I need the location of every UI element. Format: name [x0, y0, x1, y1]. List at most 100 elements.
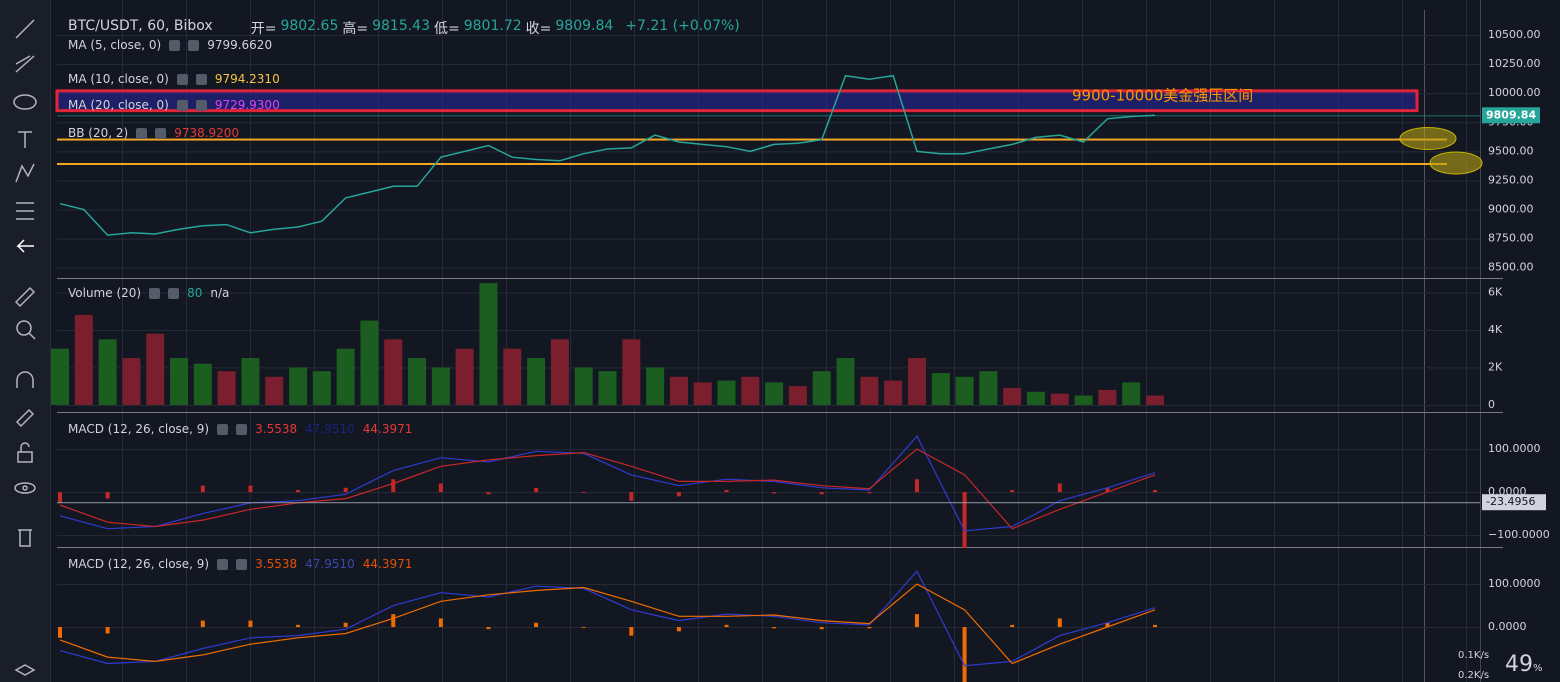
histogram-bar [534, 487, 539, 493]
indicator-value: 9729.9300 [214, 98, 280, 112]
volume-bar [860, 376, 879, 405]
icon [236, 558, 248, 570]
histogram-bar [200, 620, 205, 628]
indicator-value: 9799.6620 [207, 38, 273, 52]
grid-line [57, 35, 1480, 37]
percent: 49 [1505, 652, 1533, 677]
last-tag [1482, 494, 1546, 511]
v-grid [506, 0, 507, 682]
v-grid [890, 0, 891, 682]
low: 9801.72 [463, 18, 522, 34]
histogram-bar [438, 483, 443, 493]
y-tick-label: 10250.00 [1488, 57, 1541, 70]
series-line [59, 448, 1156, 530]
volume-bar [146, 333, 165, 405]
volume-bar [527, 358, 546, 405]
volume-bar [1098, 389, 1117, 405]
histogram-bar [819, 627, 824, 630]
v-grid [1338, 0, 1339, 682]
series-line [59, 74, 1156, 236]
volume-bar [574, 367, 593, 405]
icon [168, 287, 180, 299]
histogram-bar [676, 627, 681, 632]
indicator-legend: MACD (12, 26, close, 9) 3.5538 47.9510 44.3… [68, 557, 412, 571]
volume-bar [74, 314, 93, 405]
grid-line [57, 64, 1480, 66]
annotation: 9900-10000美金强压区间 [1072, 86, 1253, 104]
toolbar [0, 0, 51, 682]
symbol-header: BTC/USDT, 60, Bibox 开= 9802.65 高= 9815.43 … [68, 18, 740, 38]
volume-bar [1050, 393, 1069, 405]
icon [149, 287, 161, 299]
indicator-legend: MACD (12, 26, close, 9) 3.5538 47.9510 44.3… [68, 422, 412, 436]
indicator-value: 47.9510 [305, 422, 355, 436]
series-line [59, 435, 1156, 532]
icon [176, 73, 188, 85]
volume-bar [765, 382, 784, 405]
indicator-name: MACD (12, 26, close, 9) [68, 422, 210, 436]
volume-bar [360, 320, 379, 405]
histogram-bar [914, 614, 919, 628]
indicator-value: 80 [187, 286, 203, 300]
y-tick-label: 4K [1488, 323, 1503, 336]
volume-bar [408, 358, 427, 405]
histogram-bar [962, 627, 967, 682]
histogram-bar [391, 479, 396, 493]
y-tick-label: 2K [1488, 360, 1503, 373]
volume-bar [98, 339, 117, 405]
histogram-bar [1105, 622, 1110, 628]
pane-sep [57, 278, 1503, 279]
v-grid [1210, 0, 1211, 682]
grid-line [57, 151, 1480, 153]
histogram-bar [486, 627, 491, 630]
histogram-bar [296, 624, 301, 628]
volume-bar [217, 371, 236, 405]
histogram-bar [914, 479, 919, 493]
percent-sign: % [1533, 663, 1543, 674]
histogram-bar [772, 627, 777, 629]
histogram-bar [248, 620, 253, 628]
series-line [59, 570, 1156, 667]
level-line [57, 138, 1447, 141]
histogram-bar [629, 627, 634, 636]
price-tag [1482, 107, 1540, 124]
icon [176, 99, 188, 111]
grid-line [57, 329, 1480, 331]
histogram-bar [58, 627, 62, 638]
indicator-name: MA (10, close, 0) [68, 72, 169, 86]
close: 9809.84 [555, 18, 614, 34]
price-line [57, 115, 1480, 117]
volume-bar [51, 348, 69, 405]
grid-line [57, 238, 1480, 240]
volume-bar [717, 380, 736, 405]
volume-bar [907, 358, 926, 405]
symbol: BTC/USDT, 60, Bibox [68, 18, 213, 34]
volume-bar [788, 386, 807, 405]
icon [195, 73, 207, 85]
low-label: 低= [434, 21, 460, 37]
histogram-bar [296, 489, 301, 493]
histogram-bar [962, 492, 967, 549]
level-line [57, 162, 1447, 165]
indicator-value: 44.3971 [362, 557, 413, 571]
icon [169, 39, 181, 51]
volume-bar [884, 380, 903, 405]
indicator-value: n/a [210, 286, 230, 300]
v-grid [570, 0, 571, 682]
indicator-legend: Volume (20) 80 n/a [68, 286, 229, 300]
icon [136, 127, 148, 139]
histogram-bar [1153, 489, 1157, 493]
histogram-bar [581, 627, 586, 628]
series-line [59, 583, 1156, 665]
indicator-legend: MA (5, close, 0) 9799.6620 [68, 38, 272, 52]
volume-bar [693, 382, 712, 405]
histogram-bar [819, 492, 824, 495]
high-label: 高= [342, 21, 369, 37]
volume-bar [431, 367, 450, 405]
indicator-value: 44.3971 [362, 422, 413, 436]
volume-bar [479, 283, 498, 405]
v-grid [442, 0, 443, 682]
v-grid [250, 0, 251, 682]
icon [188, 39, 200, 51]
histogram-bar [1153, 624, 1157, 628]
